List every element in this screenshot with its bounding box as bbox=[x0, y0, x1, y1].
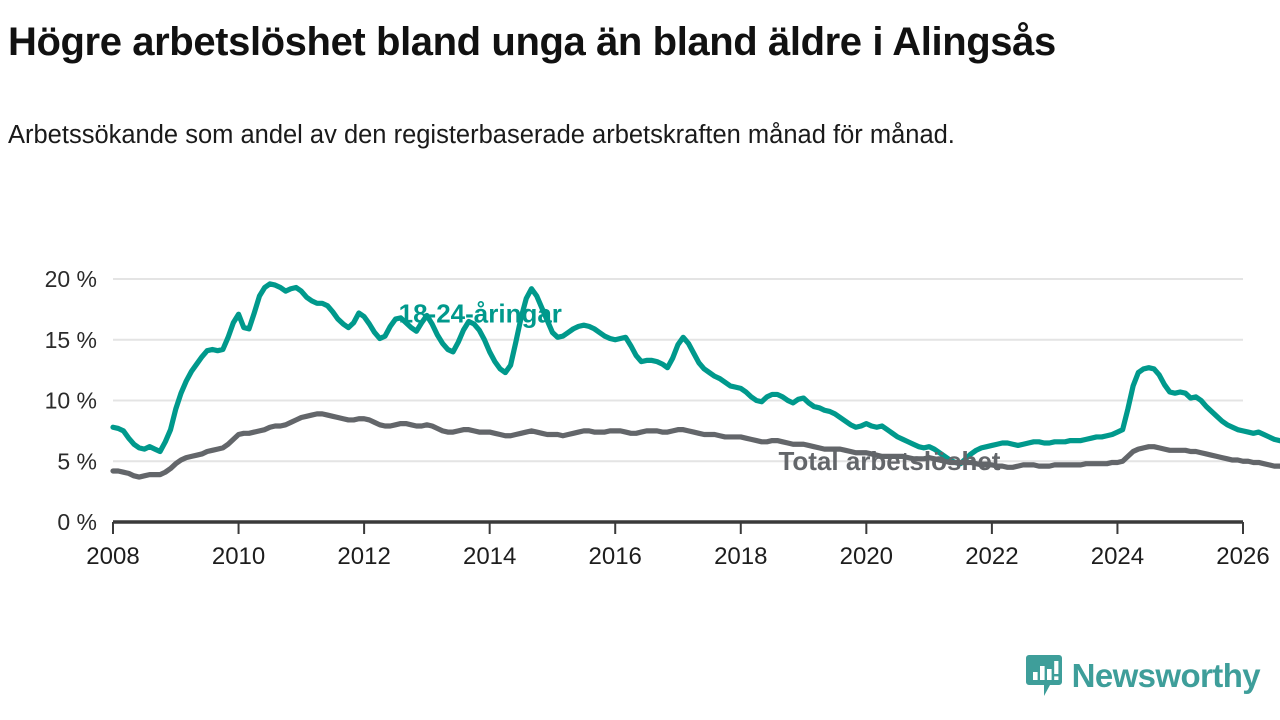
gridlines bbox=[113, 278, 1243, 463]
x-axis-tick-label: 2014 bbox=[463, 543, 516, 570]
chart-svg: 0 % 5 % 10 % 15 % 20 % 18-24-åringar Total ar… bbox=[45, 266, 1280, 570]
y-axis-tick-label: 10 % bbox=[45, 388, 97, 414]
series-label-2: Total arbetslöshet bbox=[778, 446, 1000, 476]
x-axis-tick-label: 2022 bbox=[965, 543, 1018, 570]
x-axis-tick-label: 2020 bbox=[840, 543, 893, 570]
y-axis-tick-label: 15 % bbox=[45, 327, 97, 353]
y-axis-tick-label: 5 % bbox=[57, 448, 97, 474]
series-inline-labels: 18-24-åringar Total arbetslöshet bbox=[399, 299, 1001, 476]
series-label-1: 18-24-åringar bbox=[399, 299, 562, 329]
x-axis-tick-label: 2024 bbox=[1091, 543, 1144, 570]
series-line-1 bbox=[110, 281, 1280, 467]
bar-chart-speech-bubble-icon bbox=[1025, 655, 1062, 696]
x-axis-tick-label: 2026 bbox=[1216, 543, 1269, 570]
y-axis-tick-labels: 0 % 5 % 10 % 15 % 20 % bbox=[45, 266, 97, 535]
x-axis-tick-label: 2010 bbox=[212, 543, 265, 570]
y-axis-tick-label: 0 % bbox=[57, 509, 97, 535]
x-axis-tick-labels: 2008 2010 2012 2014 2016 2018 2020 2022 2024 2026 bbox=[86, 543, 1269, 570]
x-axis-tick-label: 2018 bbox=[714, 543, 767, 570]
x-axis-tick-label: 2012 bbox=[337, 543, 390, 570]
y-axis-tick-label: 20 % bbox=[45, 266, 97, 292]
page-subtitle: Arbetssökande som andel av den registerb… bbox=[8, 121, 955, 149]
x-axis-tick-label: 2016 bbox=[589, 543, 642, 570]
page-title: Högre arbetslöshet bland unga än bland ä… bbox=[8, 20, 1056, 64]
logo-wordmark: Newsworthy bbox=[1071, 657, 1261, 694]
series-line-2 bbox=[110, 411, 1280, 480]
newsworthy-logo: Newsworthy bbox=[1025, 654, 1261, 698]
x-axis-tick-label: 2008 bbox=[86, 543, 139, 570]
series-lines bbox=[110, 281, 1280, 480]
x-axis bbox=[112, 520, 1244, 534]
line-chart: 0 % 5 % 10 % 15 % 20 % 18-24-åringar Total ar… bbox=[0, 236, 1280, 586]
